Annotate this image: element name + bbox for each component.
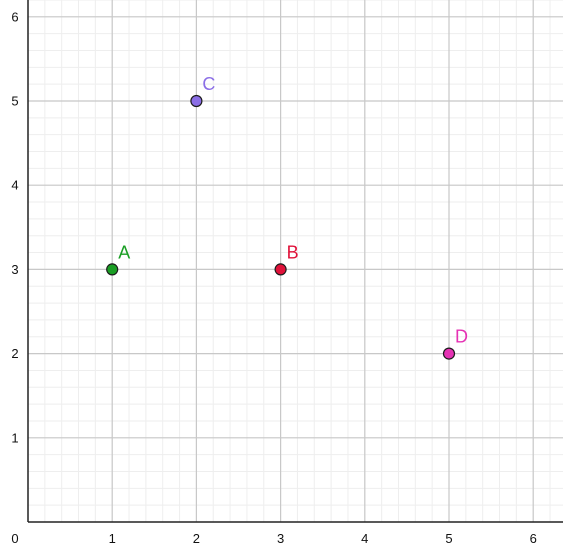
major-grid [28, 0, 563, 522]
tick-labels: 0 1 2 3 4 5 6 1 2 3 4 5 6 [11, 9, 536, 546]
x-tick-label-2: 2 [193, 531, 200, 546]
y-tick-label-2: 2 [11, 346, 18, 361]
point-D-label: D [455, 327, 468, 347]
y-tick-label-3: 3 [11, 262, 18, 277]
x-tick-label-5: 5 [445, 531, 452, 546]
point-D-marker [442, 347, 456, 360]
axes [27, 0, 563, 523]
x-tick-label-0: 0 [11, 531, 18, 546]
point-A-label: A [118, 242, 130, 262]
point-B: B [274, 242, 299, 276]
point-B-label: B [287, 242, 299, 262]
x-tick-label-4: 4 [361, 531, 368, 546]
y-tick-label-5: 5 [11, 94, 18, 109]
x-tick-label-1: 1 [109, 531, 116, 546]
y-tick-label-4: 4 [11, 178, 18, 193]
point-A-marker [106, 263, 119, 276]
point-C-marker [190, 94, 203, 108]
point-D: D [442, 327, 468, 360]
x-tick-label-3: 3 [277, 531, 284, 546]
point-C-label: C [202, 74, 215, 94]
x-tick-label-6: 6 [530, 531, 537, 546]
point-A: A [106, 242, 130, 276]
y-tick-label-6: 6 [11, 9, 18, 24]
points: A B C D [106, 74, 468, 360]
point-C: C [190, 74, 215, 108]
y-tick-label-1: 1 [11, 430, 18, 445]
point-B-marker [274, 263, 287, 276]
